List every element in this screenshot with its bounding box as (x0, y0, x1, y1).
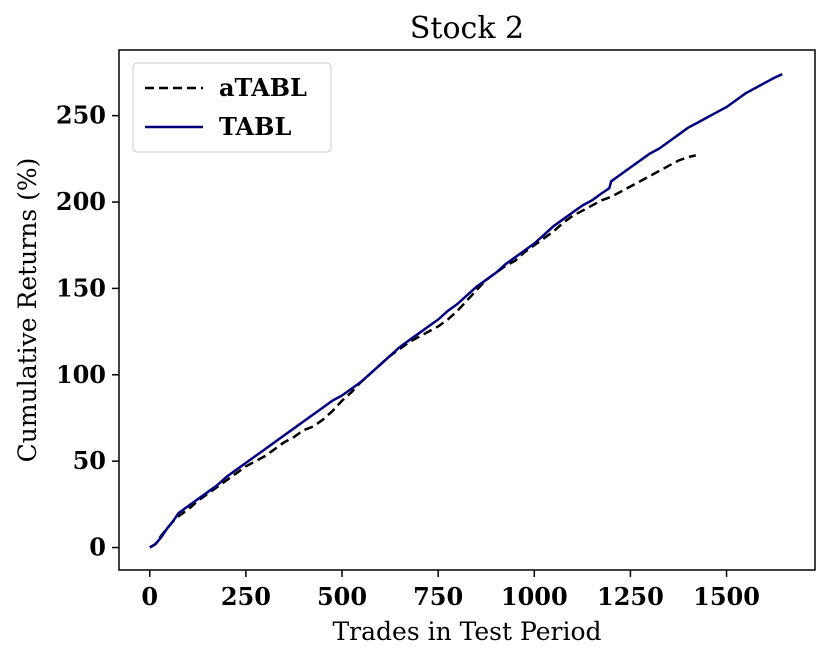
y-axis-label: Cumulative Returns (%) (13, 158, 42, 463)
y-tick-label: 100 (56, 360, 106, 389)
legend: aTABL TABL (132, 62, 332, 153)
series-layer (149, 73, 783, 549)
x-tick-label: 500 (317, 582, 367, 611)
series-line-tabl (149, 73, 783, 549)
x-tick-label: 0 (141, 582, 158, 611)
x-axis-label: Trades in Test Period (333, 617, 602, 646)
x-tick-label: 1500 (693, 582, 760, 611)
chart-title: Stock 2 (410, 11, 524, 46)
legend-label-atabl: aTABL (219, 73, 307, 102)
plot-frame (118, 49, 816, 571)
legend-box (132, 62, 332, 153)
series-line-atabl (149, 154, 697, 549)
y-tick-label: 150 (56, 273, 106, 302)
ticks-layer: 0 250 500 750 1000 1250 1500 0 50 100 150 200 250 (56, 101, 760, 611)
legend-label-tabl: TABL (219, 112, 291, 141)
y-tick-label: 200 (56, 187, 106, 216)
x-tick-label: 1000 (501, 582, 568, 611)
y-tick-label: 50 (73, 446, 106, 475)
x-tick-label: 750 (413, 582, 463, 611)
x-tick-label: 250 (221, 582, 271, 611)
y-tick-label: 250 (56, 101, 106, 130)
y-tick-label: 0 (89, 533, 106, 562)
x-tick-label: 1250 (597, 582, 664, 611)
